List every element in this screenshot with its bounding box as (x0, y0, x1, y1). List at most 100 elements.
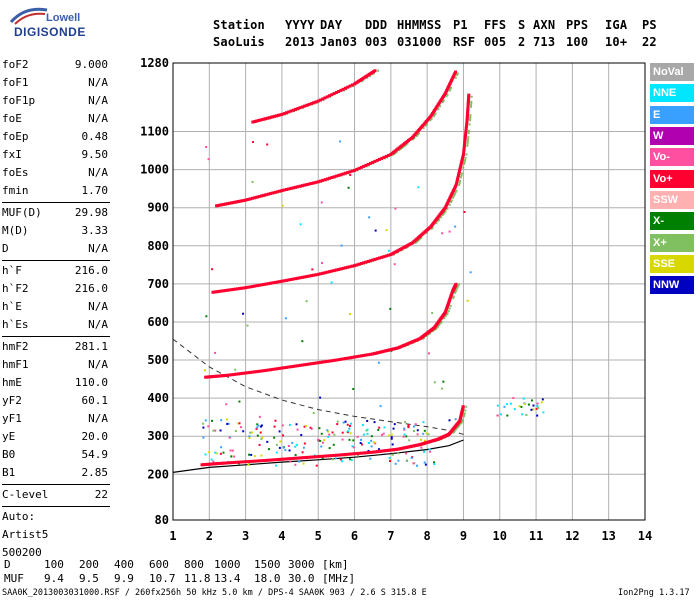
trace-point (303, 275, 307, 279)
echo-point (416, 429, 419, 432)
trace-point (464, 133, 468, 137)
trace-point (275, 280, 279, 284)
echo-point (281, 204, 284, 207)
trace-point (328, 176, 332, 180)
trace-point (232, 372, 236, 376)
echo-point (278, 446, 281, 449)
echo-point (392, 427, 395, 430)
trace-point (359, 451, 363, 455)
param-label: h`F2 (2, 282, 29, 295)
x-tick-label: 1 (169, 529, 176, 543)
trace-point (442, 99, 445, 102)
trace-point (316, 272, 320, 276)
trace-point (341, 266, 345, 270)
echo-point (317, 438, 320, 441)
echo-point (414, 423, 417, 426)
trace-point (373, 69, 377, 73)
param-value: 3.33 (81, 224, 109, 237)
trace-point (339, 453, 343, 457)
trace-point (380, 156, 384, 160)
trace-point (350, 169, 354, 173)
echo-point (360, 443, 363, 446)
trace-point (438, 218, 441, 221)
param-value: N/A (88, 76, 108, 89)
echo-point (239, 426, 242, 429)
trace-point (289, 186, 293, 190)
trace-point (255, 119, 259, 123)
trace-point (415, 240, 418, 243)
bottom-row2-cell: MUF (4, 572, 24, 585)
trace-point (260, 459, 263, 463)
trace-point (289, 278, 293, 282)
trace-point (332, 175, 336, 179)
trace-point (325, 454, 329, 458)
trace-point (223, 289, 227, 293)
trace-point (303, 104, 307, 108)
trace-point (463, 137, 467, 141)
echo-point (428, 352, 431, 355)
trace-point (305, 183, 309, 187)
trace-point (382, 449, 386, 453)
echo-point (204, 453, 207, 456)
trace-point (275, 367, 279, 371)
echo-point (422, 421, 425, 424)
trace-point (269, 192, 273, 196)
trace-point (323, 178, 327, 182)
trace-point (273, 458, 277, 462)
echo-point (326, 429, 329, 432)
echo-point (214, 351, 217, 354)
trace-point (437, 108, 440, 111)
param-label: fxI (2, 148, 22, 161)
param-value: 0.48 (81, 130, 109, 143)
trace-point (366, 451, 370, 455)
y-tick-label: 80 (155, 513, 169, 527)
trace-point (241, 371, 245, 375)
trace-point (388, 348, 392, 352)
trace-point (213, 290, 217, 294)
trace-point (346, 265, 350, 269)
echo-point (212, 429, 215, 432)
echo-point (219, 429, 222, 432)
param-separator (2, 506, 110, 507)
header-row2-cell: 10+ (605, 35, 628, 49)
trace-point (362, 261, 366, 265)
trace-point (355, 452, 359, 456)
trace-point (455, 179, 459, 183)
trace-point (459, 162, 463, 166)
param-row: MUF(D) 29.98 (2, 204, 170, 222)
echo-point (288, 449, 291, 452)
trace-point (362, 164, 366, 168)
trace-point (253, 459, 257, 463)
trace-point (314, 455, 318, 459)
header-row2-cell: 2 (518, 35, 526, 49)
trace-point (461, 156, 465, 160)
trace-point (339, 267, 343, 271)
y-tick-label: 800 (147, 239, 169, 253)
trace-point (319, 360, 322, 364)
echo-point (372, 441, 375, 444)
echo-point (432, 461, 435, 464)
echo-point (253, 455, 256, 458)
bottom-row2-cell: 13.4 (214, 572, 241, 585)
trace-point (273, 114, 277, 118)
trace-point (355, 167, 359, 171)
trace-point (467, 96, 471, 100)
trace-point (305, 103, 309, 107)
trace-point (466, 100, 470, 104)
trace-point (250, 459, 254, 463)
echo-point (423, 439, 426, 442)
trace-point (373, 159, 377, 163)
trace-point (466, 108, 470, 112)
echo-point (340, 244, 343, 247)
trace-point (225, 373, 229, 377)
echo-point (330, 281, 333, 284)
trace-point (287, 110, 291, 114)
trace-point (420, 236, 423, 239)
trace-point (298, 363, 302, 367)
echo-point (341, 438, 344, 441)
param-row: h`F 216.0 (2, 262, 170, 280)
trace-point (382, 349, 386, 353)
echo-point (496, 414, 499, 417)
param-value: 22 (94, 488, 108, 501)
echo-point (397, 459, 400, 462)
